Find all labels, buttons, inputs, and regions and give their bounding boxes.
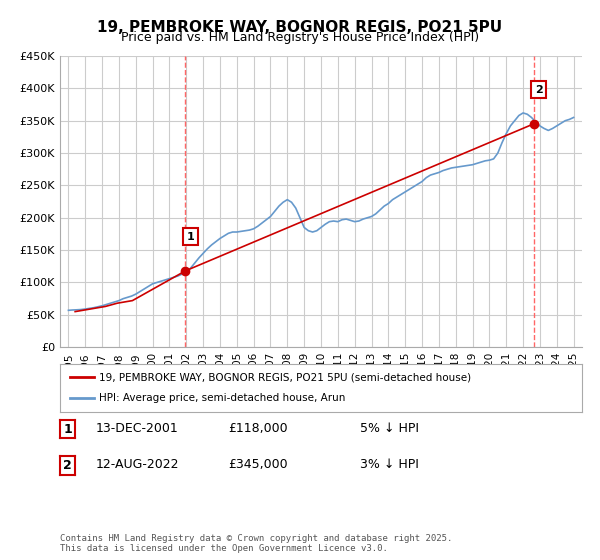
Text: £118,000: £118,000 (228, 422, 287, 435)
Text: Contains HM Land Registry data © Crown copyright and database right 2025.
This d: Contains HM Land Registry data © Crown c… (60, 534, 452, 553)
Text: 2: 2 (535, 85, 542, 95)
Text: 1: 1 (187, 232, 194, 242)
Text: 12-AUG-2022: 12-AUG-2022 (96, 458, 179, 472)
Text: 5% ↓ HPI: 5% ↓ HPI (360, 422, 419, 435)
Text: 19, PEMBROKE WAY, BOGNOR REGIS, PO21 5PU (semi-detached house): 19, PEMBROKE WAY, BOGNOR REGIS, PO21 5PU… (99, 372, 471, 382)
Text: Price paid vs. HM Land Registry's House Price Index (HPI): Price paid vs. HM Land Registry's House … (121, 31, 479, 44)
Text: 3% ↓ HPI: 3% ↓ HPI (360, 458, 419, 472)
Text: 2: 2 (63, 459, 72, 472)
Text: HPI: Average price, semi-detached house, Arun: HPI: Average price, semi-detached house,… (99, 393, 346, 403)
Text: £345,000: £345,000 (228, 458, 287, 472)
Text: 1: 1 (63, 423, 72, 436)
Text: 13-DEC-2001: 13-DEC-2001 (96, 422, 179, 435)
Text: 19, PEMBROKE WAY, BOGNOR REGIS, PO21 5PU: 19, PEMBROKE WAY, BOGNOR REGIS, PO21 5PU (97, 20, 503, 35)
